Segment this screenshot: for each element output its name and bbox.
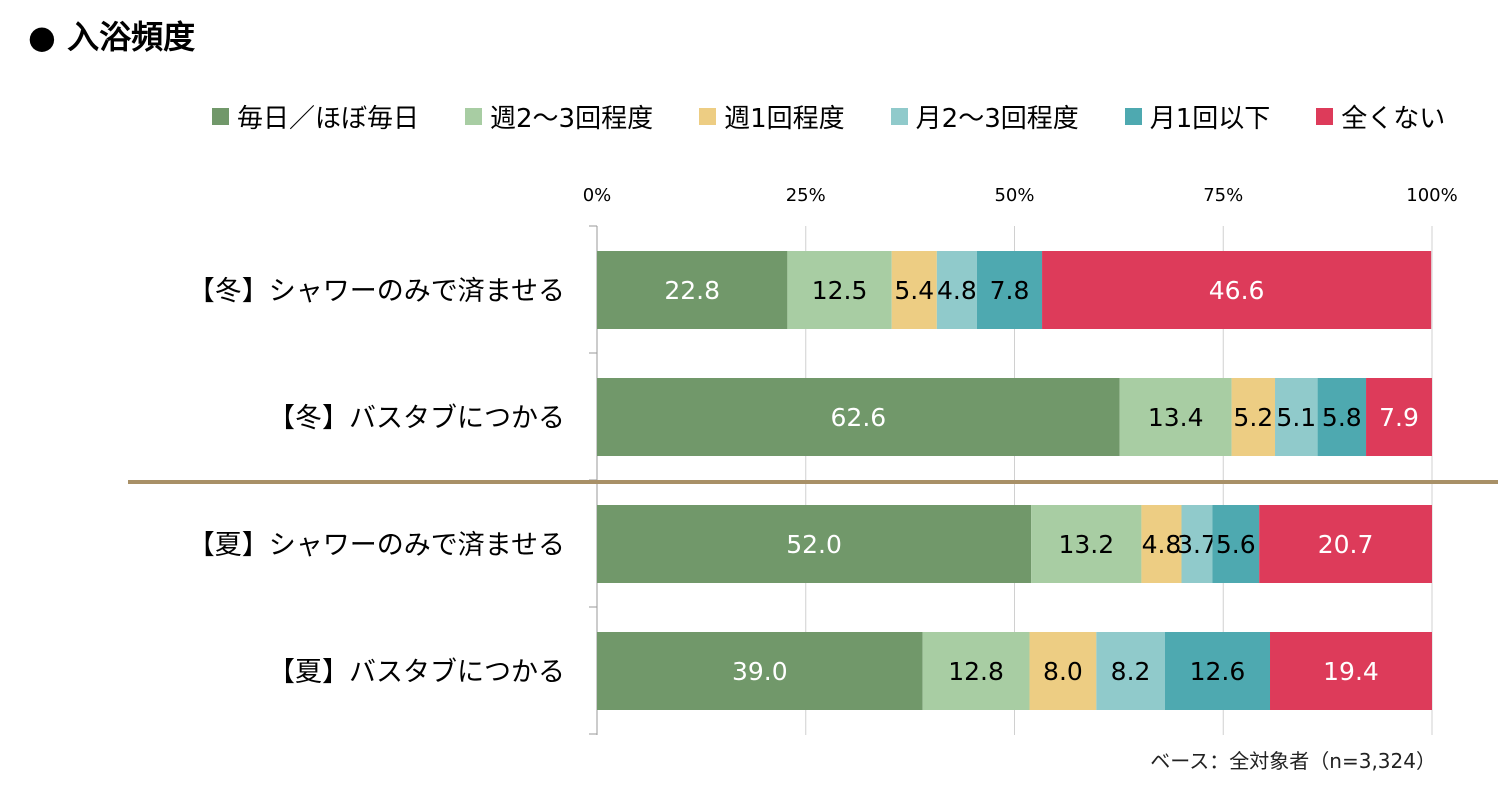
bar-segment bbox=[891, 251, 937, 329]
legend-swatch bbox=[890, 107, 908, 125]
x-tick-label: 100% bbox=[1406, 185, 1457, 206]
bar-segment bbox=[1141, 505, 1182, 583]
data-label: 7.8 bbox=[990, 276, 1030, 305]
bar-segment bbox=[1042, 251, 1432, 329]
legend-swatch bbox=[1316, 107, 1334, 125]
x-tick-label: 50% bbox=[994, 185, 1034, 206]
data-label: 8.0 bbox=[1043, 657, 1083, 686]
legend-swatch bbox=[465, 107, 483, 125]
data-label: 46.6 bbox=[1209, 276, 1265, 305]
page-title: ● 入浴頻度 bbox=[28, 18, 196, 56]
bar-segment bbox=[936, 251, 977, 329]
bar-segment bbox=[1259, 505, 1432, 583]
bar-segment bbox=[1231, 378, 1276, 456]
bar-segment bbox=[1270, 632, 1432, 710]
bar-segment bbox=[597, 251, 788, 329]
data-label: 5.1 bbox=[1276, 403, 1316, 432]
category-label: 【冬】シャワーのみで済ませる bbox=[188, 276, 565, 307]
bar-segment bbox=[597, 378, 1120, 456]
legend-swatch bbox=[1124, 107, 1142, 125]
bar-segment bbox=[1096, 632, 1165, 710]
bar-segment bbox=[1181, 505, 1213, 583]
x-tick-label: 0% bbox=[583, 185, 612, 206]
data-label: 5.8 bbox=[1322, 403, 1362, 432]
data-label: 13.2 bbox=[1058, 530, 1114, 559]
legend-swatch bbox=[699, 107, 717, 125]
legend-label: 毎日／ほぼ毎日 bbox=[237, 103, 420, 134]
data-label: 39.0 bbox=[732, 657, 788, 686]
bar-segment bbox=[597, 632, 923, 710]
bar-segment bbox=[1164, 632, 1271, 710]
bar-segment bbox=[1212, 505, 1260, 583]
category-label: 【夏】シャワーのみで済ませる bbox=[188, 530, 565, 561]
x-tick-label: 25% bbox=[786, 185, 826, 206]
data-label: 52.0 bbox=[786, 530, 842, 559]
data-label: 5.6 bbox=[1216, 530, 1256, 559]
data-label: 13.4 bbox=[1148, 403, 1204, 432]
data-label: 20.7 bbox=[1318, 530, 1374, 559]
data-label: 12.6 bbox=[1190, 657, 1246, 686]
data-label: 62.6 bbox=[831, 403, 887, 432]
data-label: 4.8 bbox=[1142, 530, 1182, 559]
data-label: 5.4 bbox=[894, 276, 934, 305]
bar-segment bbox=[787, 251, 892, 329]
legend-label: 全くない bbox=[1341, 103, 1446, 134]
legend-item: 週1回程度 bbox=[699, 98, 845, 135]
data-label: 5.2 bbox=[1233, 403, 1273, 432]
legend-item: 全くない bbox=[1316, 98, 1445, 135]
data-label: 3.7 bbox=[1177, 530, 1217, 559]
data-label: 19.4 bbox=[1323, 657, 1379, 686]
bar-segment bbox=[1119, 378, 1232, 456]
bar-segment bbox=[1275, 378, 1318, 456]
legend-item: 月1回以下 bbox=[1124, 98, 1271, 135]
bar-segment bbox=[1366, 378, 1432, 456]
bar-segment bbox=[976, 251, 1043, 329]
data-label: 22.8 bbox=[664, 276, 720, 305]
data-label: 12.8 bbox=[948, 657, 1004, 686]
legend-item: 毎日／ほぼ毎日 bbox=[212, 98, 419, 135]
chart-legend: 毎日／ほぼ毎日 週2～3回程度 週1回程度 月2～3回程度 月1回以下 全くない bbox=[212, 98, 1445, 134]
category-label: 【冬】バスタブにつかる bbox=[268, 403, 565, 434]
x-tick-label: 75% bbox=[1203, 185, 1243, 206]
legend-item: 週2～3回程度 bbox=[465, 98, 653, 135]
data-label: 4.8 bbox=[937, 276, 977, 305]
bar-segment bbox=[1029, 632, 1097, 710]
category-label: 【夏】バスタブにつかる bbox=[268, 657, 565, 688]
bar-segment bbox=[1031, 505, 1142, 583]
base-footnote: ベース：全対象者（n=3,324） bbox=[1150, 749, 1436, 773]
data-label: 8.2 bbox=[1111, 657, 1151, 686]
legend-label: 週1回程度 bbox=[724, 103, 845, 134]
legend-label: 週2～3回程度 bbox=[490, 103, 654, 134]
legend-item: 月2～3回程度 bbox=[890, 98, 1079, 135]
bar-segment bbox=[597, 505, 1032, 583]
bar-segment bbox=[922, 632, 1030, 710]
bar-segment bbox=[1317, 378, 1367, 456]
legend-label: 月1回以下 bbox=[1149, 103, 1271, 134]
data-label: 12.5 bbox=[812, 276, 868, 305]
legend-label: 月2～3回程度 bbox=[915, 103, 1079, 134]
legend-swatch bbox=[212, 107, 229, 125]
data-label: 7.9 bbox=[1379, 403, 1419, 432]
